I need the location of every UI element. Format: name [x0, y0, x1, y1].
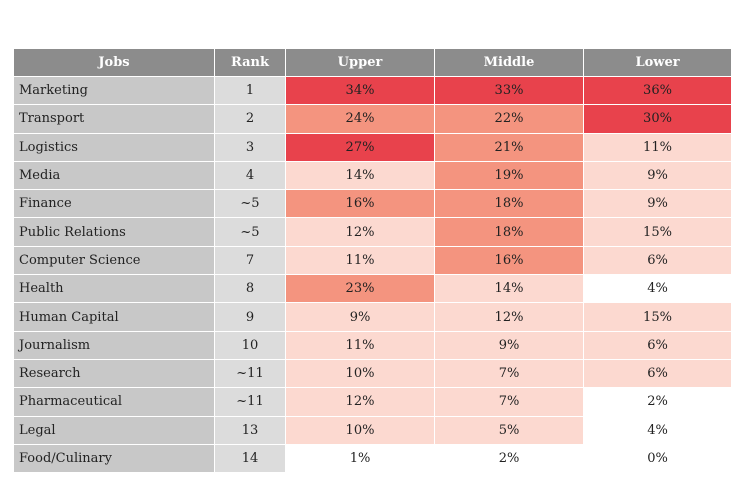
job-cell: Food/Culinary — [14, 444, 215, 474]
table-row: Marketing 1 34% 33% 36% — [14, 77, 732, 106]
middle-cell: 33% — [435, 77, 584, 106]
rank-cell: ~11 — [215, 388, 286, 417]
lower-cell: 36% — [584, 77, 732, 106]
header-upper: Upper — [286, 49, 435, 77]
table-row: Legal 13 10% 5% 4% — [14, 416, 732, 445]
middle-cell: 19% — [435, 161, 584, 191]
rank-cell: ~5 — [215, 218, 286, 247]
job-cell: Legal — [14, 416, 215, 445]
job-cell: Computer Science — [14, 246, 215, 276]
rank-cell: 14 — [215, 444, 286, 474]
header-rank: Rank — [215, 49, 286, 77]
upper-cell: 34% — [286, 77, 435, 106]
rank-cell: ~5 — [215, 190, 286, 219]
upper-cell: 11% — [286, 246, 435, 276]
middle-cell: 9% — [435, 331, 584, 360]
lower-cell: 6% — [584, 359, 732, 389]
table-row: Computer Science 7 11% 16% 6% — [14, 246, 732, 276]
upper-cell: 1% — [286, 444, 435, 474]
table-row: Finance ~5 16% 18% 9% — [14, 190, 732, 219]
lower-cell: 9% — [584, 190, 732, 219]
upper-cell: 10% — [286, 359, 435, 389]
table-row: Transport 2 24% 22% 30% — [14, 105, 732, 134]
rank-cell: ~11 — [215, 359, 286, 389]
lower-cell: 15% — [584, 218, 732, 247]
middle-cell: 22% — [435, 105, 584, 134]
middle-cell: 7% — [435, 359, 584, 389]
rank-cell: 13 — [215, 416, 286, 445]
table-row: Public Relations ~5 12% 18% 15% — [14, 218, 732, 247]
header-row: Jobs Rank Upper Middle Lower — [14, 49, 732, 77]
rank-cell: 8 — [215, 275, 286, 304]
middle-cell: 21% — [435, 133, 584, 162]
upper-cell: 27% — [286, 133, 435, 162]
middle-cell: 2% — [435, 444, 584, 474]
job-cell: Research — [14, 359, 215, 389]
middle-cell: 16% — [435, 246, 584, 276]
table-row: Pharmaceutical ~11 12% 7% 2% — [14, 388, 732, 417]
table-row: Media 4 14% 19% 9% — [14, 161, 732, 191]
rank-cell: 2 — [215, 105, 286, 134]
upper-cell: 10% — [286, 416, 435, 445]
rank-cell: 9 — [215, 303, 286, 332]
job-cell: Transport — [14, 105, 215, 134]
rank-cell: 3 — [215, 133, 286, 162]
lower-cell: 4% — [584, 275, 732, 304]
job-cell: Logistics — [14, 133, 215, 162]
job-cell: Journalism — [14, 331, 215, 360]
upper-cell: 9% — [286, 303, 435, 332]
upper-cell: 14% — [286, 161, 435, 191]
lower-cell: 6% — [584, 331, 732, 360]
table-row: Journalism 10 11% 9% 6% — [14, 331, 732, 360]
lower-cell: 30% — [584, 105, 732, 134]
rank-cell: 1 — [215, 77, 286, 106]
header-jobs: Jobs — [14, 49, 215, 77]
lower-cell: 9% — [584, 161, 732, 191]
header-middle: Middle — [435, 49, 584, 77]
job-cell: Marketing — [14, 77, 215, 106]
table-row: Health 8 23% 14% 4% — [14, 275, 732, 304]
lower-cell: 4% — [584, 416, 732, 445]
table-row: Food/Culinary 14 1% 2% 0% — [14, 444, 732, 474]
jobs-rank-table: Jobs Rank Upper Middle Lower Marketing 1 3… — [14, 49, 732, 474]
upper-cell: 12% — [286, 388, 435, 417]
middle-cell: 14% — [435, 275, 584, 304]
rank-cell: 10 — [215, 331, 286, 360]
middle-cell: 12% — [435, 303, 584, 332]
job-cell: Pharmaceutical — [14, 388, 215, 417]
middle-cell: 7% — [435, 388, 584, 417]
table-row: Research ~11 10% 7% 6% — [14, 359, 732, 389]
lower-cell: 6% — [584, 246, 732, 276]
rank-cell: 7 — [215, 246, 286, 276]
lower-cell: 11% — [584, 133, 732, 162]
header-lower: Lower — [584, 49, 732, 77]
table-row: Human Capital 9 9% 12% 15% — [14, 303, 732, 332]
job-cell: Public Relations — [14, 218, 215, 247]
upper-cell: 24% — [286, 105, 435, 134]
middle-cell: 5% — [435, 416, 584, 445]
upper-cell: 16% — [286, 190, 435, 219]
middle-cell: 18% — [435, 218, 584, 247]
lower-cell: 15% — [584, 303, 732, 332]
upper-cell: 23% — [286, 275, 435, 304]
upper-cell: 11% — [286, 331, 435, 360]
job-cell: Finance — [14, 190, 215, 219]
job-cell: Health — [14, 275, 215, 304]
lower-cell: 2% — [584, 388, 732, 417]
middle-cell: 18% — [435, 190, 584, 219]
job-cell: Human Capital — [14, 303, 215, 332]
table-row: Logistics 3 27% 21% 11% — [14, 133, 732, 162]
table-body: Marketing 1 34% 33% 36% Transport 2 24% 22% 30% Lo… — [14, 77, 732, 474]
upper-cell: 12% — [286, 218, 435, 247]
lower-cell: 0% — [584, 444, 732, 474]
rank-cell: 4 — [215, 161, 286, 191]
job-cell: Media — [14, 161, 215, 191]
